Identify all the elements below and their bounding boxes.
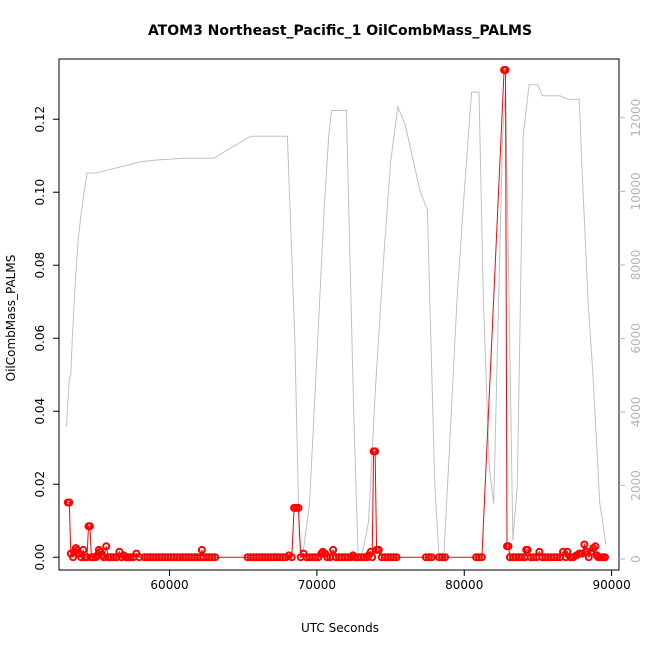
x-tick-label: 70000 bbox=[298, 578, 336, 592]
x-axis-label: UTC Seconds bbox=[301, 621, 379, 635]
y2-tick-label: 0 bbox=[629, 555, 643, 563]
data-point bbox=[371, 447, 380, 456]
data-point bbox=[591, 542, 600, 551]
data-point bbox=[374, 545, 383, 554]
y2-tick-label: 6000 bbox=[629, 323, 643, 354]
data-point bbox=[523, 545, 532, 554]
y2-tick-label: 8000 bbox=[629, 250, 643, 281]
data-point bbox=[438, 553, 447, 562]
plot-frame bbox=[58, 58, 620, 571]
data-point bbox=[601, 553, 609, 562]
data-point bbox=[294, 503, 303, 512]
altitude-line bbox=[65, 84, 607, 560]
y-axis-label: OilCombMass_PALMS bbox=[4, 255, 18, 382]
y-tick-label: 0.06 bbox=[33, 325, 47, 352]
y2-tick-label: 4000 bbox=[629, 397, 643, 428]
data-point bbox=[553, 553, 562, 562]
data-point bbox=[504, 542, 513, 551]
data-point bbox=[85, 522, 94, 531]
secondary-y-axis: 0 2000 4000 6000 8000 10000 12000 bbox=[619, 99, 643, 563]
data-point bbox=[323, 553, 332, 562]
y-tick-label: 0.04 bbox=[33, 398, 47, 425]
data-point bbox=[329, 545, 338, 554]
series-line bbox=[67, 69, 605, 559]
data-point bbox=[517, 553, 526, 562]
y2-tick-label: 12000 bbox=[629, 99, 643, 137]
y-tick-label: 0.12 bbox=[33, 106, 47, 133]
x-tick-label: 90000 bbox=[593, 578, 631, 592]
y-tick-label: 0.00 bbox=[33, 544, 47, 571]
y-tick-label: 0.02 bbox=[33, 471, 47, 498]
x-tick-label: 60000 bbox=[150, 578, 188, 592]
data-point bbox=[477, 553, 486, 562]
x-tick-label: 80000 bbox=[445, 578, 483, 592]
data-point bbox=[501, 66, 510, 74]
data-point bbox=[102, 542, 111, 551]
altitude-series bbox=[65, 84, 607, 560]
data-point bbox=[580, 540, 589, 549]
y-tick-label: 0.10 bbox=[33, 179, 47, 206]
data-point bbox=[65, 498, 74, 507]
data-point bbox=[389, 553, 398, 562]
data-point bbox=[126, 553, 135, 562]
data-point bbox=[475, 553, 483, 562]
data-point bbox=[392, 553, 401, 562]
x-axis: 60000 70000 80000 90000 bbox=[150, 570, 631, 592]
oilcombmass-series bbox=[63, 66, 609, 562]
y2-tick-label: 2000 bbox=[629, 470, 643, 501]
data-point bbox=[368, 553, 377, 562]
data-point bbox=[197, 545, 206, 554]
data-point bbox=[424, 553, 433, 562]
y-tick-label: 0.08 bbox=[33, 252, 47, 279]
data-point bbox=[311, 553, 320, 562]
chart-title: ATOM3 Northeast_Pacific_1 OilCombMass_PA… bbox=[148, 23, 532, 39]
data-point bbox=[441, 553, 450, 562]
data-point bbox=[208, 553, 217, 562]
data-point bbox=[79, 545, 88, 554]
y-axis: 0.00 0.02 0.04 0.06 0.08 0.10 0.12 bbox=[33, 106, 59, 571]
data-point bbox=[211, 553, 220, 562]
data-point bbox=[529, 553, 538, 562]
data-point bbox=[109, 553, 118, 562]
data-point bbox=[287, 553, 296, 562]
data-point bbox=[427, 553, 436, 562]
y2-tick-label: 10000 bbox=[629, 172, 643, 210]
